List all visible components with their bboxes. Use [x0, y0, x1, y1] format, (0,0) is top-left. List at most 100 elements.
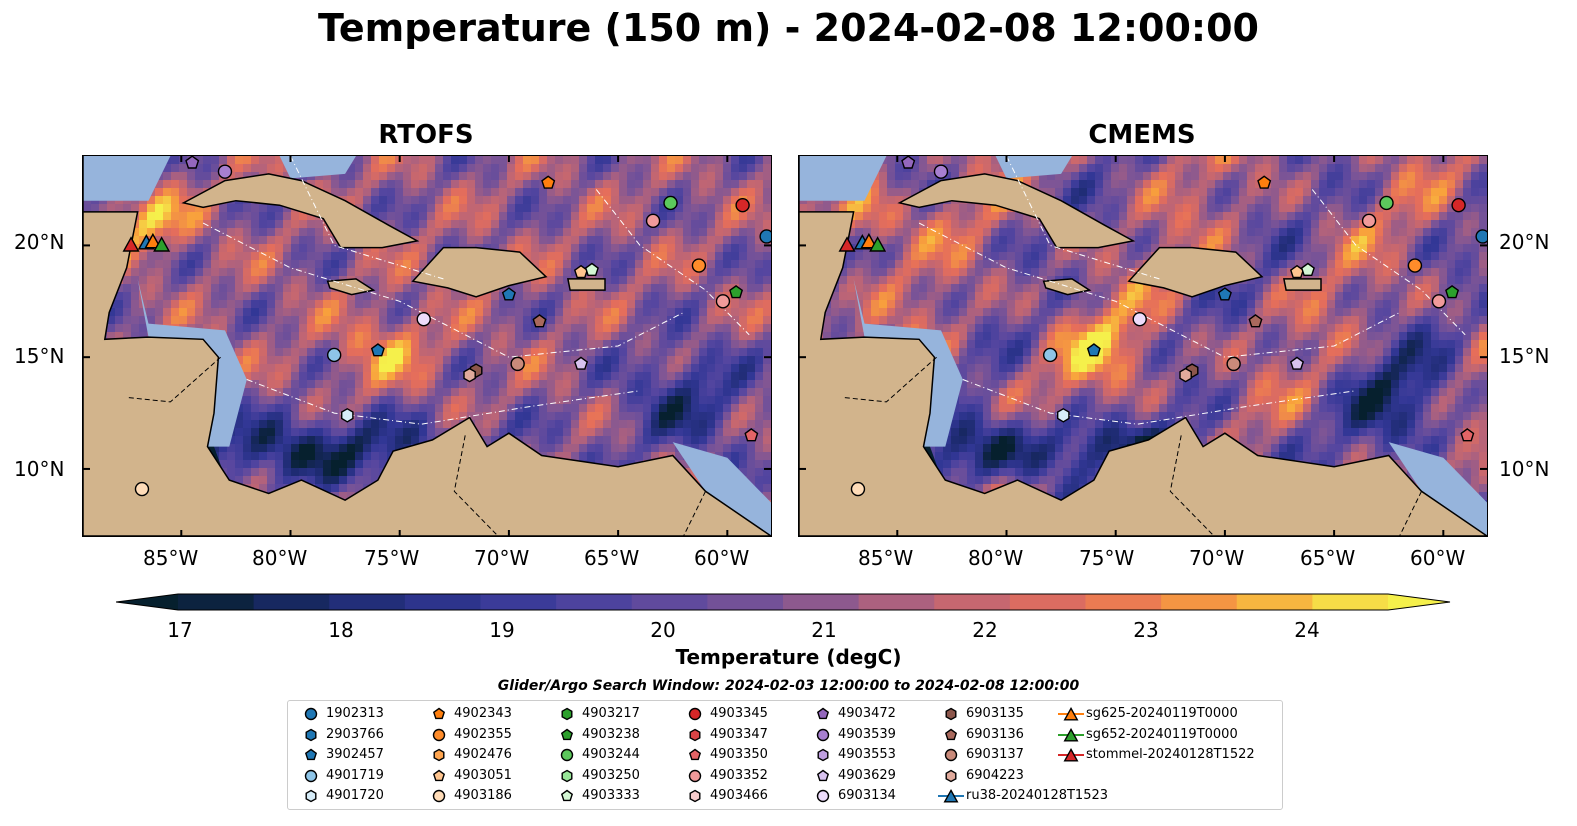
lon-tick: 65°W	[1300, 546, 1356, 570]
land-mass	[1127, 246, 1264, 298]
observation-marker	[933, 164, 949, 179]
colorbar-tick-label: 18	[328, 618, 354, 642]
colorbar-tick-label: 22	[972, 618, 998, 642]
shelf-region	[799, 156, 887, 201]
colorbar-segment	[480, 594, 557, 610]
colorbar-segment	[707, 594, 784, 610]
observation-marker	[1179, 367, 1192, 383]
legend-marker	[432, 728, 446, 741]
legend-label: 4902355	[454, 726, 512, 742]
lon-tick: 70°W	[1189, 546, 1245, 570]
legend-label: 4903345	[710, 706, 768, 721]
lon-tick: 60°W	[1410, 546, 1466, 570]
legend-label: 4903250	[582, 767, 640, 783]
land-mass	[1042, 278, 1092, 296]
legend-label: 4903347	[710, 726, 768, 742]
eez-boundary	[962, 379, 1357, 425]
legend-marker	[432, 789, 446, 803]
observation-marker	[869, 236, 887, 252]
lon-tick: 75°W	[364, 546, 420, 570]
lat-tick-left: 20°N	[14, 230, 65, 254]
legend-label: 6903136	[966, 726, 1024, 742]
observation-marker	[1445, 285, 1460, 299]
observation-marker	[1460, 428, 1475, 442]
legend-label: 4903472	[838, 706, 896, 721]
lon-tick: 85°W	[858, 546, 914, 570]
observation-marker	[645, 213, 661, 229]
colorbar-segment	[556, 594, 633, 610]
legend-marker	[304, 748, 318, 761]
colorbar-tick-label: 20	[650, 618, 676, 642]
country-border	[453, 435, 499, 536]
colorbar-segment	[404, 594, 481, 610]
legend-label: sg652-20240119T0000	[1086, 726, 1238, 742]
legend-label: 4903466	[710, 788, 768, 803]
observation-marker	[1248, 314, 1263, 328]
map-cmems	[798, 155, 1488, 537]
legend-marker	[560, 789, 574, 802]
legend-label: 4901720	[326, 788, 384, 803]
legend-label: 6903137	[966, 747, 1024, 762]
colorbar-tick-label: 21	[811, 618, 837, 642]
observation-marker	[1300, 262, 1315, 277]
shelf-region	[1388, 442, 1487, 536]
legend-marker	[561, 707, 573, 721]
shelf-region	[853, 278, 963, 447]
legend-label: 4903244	[582, 747, 640, 762]
shelf-region	[83, 156, 171, 201]
observation-marker	[134, 481, 150, 497]
country-border	[126, 356, 221, 403]
legend-marker	[1063, 727, 1079, 742]
colorbar-tick-label: 23	[1133, 618, 1159, 642]
eez-boundary	[1311, 189, 1466, 336]
legend-marker	[560, 748, 574, 762]
observation-marker	[122, 236, 140, 252]
lat-tick-left: 15°N	[14, 344, 65, 368]
colorbar-segment	[1312, 594, 1389, 610]
observation-marker	[1226, 356, 1241, 372]
observation-marker	[217, 164, 233, 179]
lon-tick: 85°W	[143, 546, 199, 570]
eez-boundary	[246, 379, 641, 425]
land-mass	[181, 173, 420, 249]
country-border	[1399, 491, 1422, 536]
legend-label: 4903238	[582, 726, 640, 742]
legend-label: ru38-20240128T1523	[966, 788, 1109, 803]
lat-tick-right: 15°N	[1499, 344, 1550, 368]
legend-marker	[945, 707, 957, 721]
observation-marker	[744, 428, 759, 442]
observation-marker	[153, 236, 171, 252]
legend-label: 4902343	[454, 706, 512, 721]
legend-label: sg625-20240119T0000	[1086, 706, 1238, 721]
legend-marker	[945, 769, 957, 782]
observation-marker	[1042, 347, 1058, 363]
legend-label: 4903352	[710, 767, 768, 783]
country-border	[1169, 435, 1215, 536]
observation-marker	[1361, 213, 1377, 229]
lat-tick-right: 10°N	[1499, 457, 1550, 481]
colorbar-extend-high	[1388, 594, 1450, 610]
legend-marker	[433, 748, 445, 762]
legend-label: stommel-20240128T1522	[1086, 747, 1255, 762]
legend-label: 4903051	[454, 767, 512, 783]
legend-marker	[689, 728, 701, 741]
observation-marker	[663, 195, 678, 211]
colorbar-segment	[858, 594, 935, 610]
land-mass	[411, 246, 548, 298]
observation-marker	[860, 232, 878, 249]
land-mass	[326, 278, 376, 296]
observation-marker	[341, 407, 354, 423]
colorbar-tick-label: 19	[489, 618, 515, 642]
lon-tick: 65°W	[584, 546, 640, 570]
observation-marker	[729, 285, 744, 299]
observation-marker	[1086, 343, 1101, 357]
land-mass	[799, 156, 1487, 536]
country-border	[842, 356, 937, 403]
observation-marker	[573, 356, 589, 370]
colorbar-segment	[1236, 594, 1313, 610]
legend-marker	[1063, 747, 1079, 762]
legend-label: 4902476	[454, 747, 512, 762]
legend: 1902313 2903766 3902457 4901719 4901720 49023…	[287, 700, 1283, 810]
legend-marker	[816, 789, 830, 803]
lon-tick: 75°W	[1079, 546, 1135, 570]
